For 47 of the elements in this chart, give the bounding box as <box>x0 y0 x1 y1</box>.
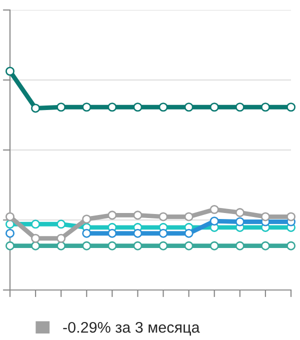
point <box>82 214 92 224</box>
point <box>260 102 270 112</box>
point <box>56 234 66 243</box>
point <box>286 102 296 112</box>
point <box>286 212 296 222</box>
point <box>31 104 40 113</box>
legend-label: -0.29% за 3 месяца <box>63 322 200 336</box>
point <box>108 102 117 112</box>
point <box>235 241 244 250</box>
point <box>260 212 270 222</box>
point <box>5 66 15 76</box>
point <box>235 217 244 226</box>
point <box>184 228 194 238</box>
point <box>235 102 244 112</box>
point <box>108 210 117 220</box>
point <box>210 216 219 226</box>
point <box>5 241 15 250</box>
point <box>56 220 66 229</box>
point <box>158 102 168 112</box>
point <box>82 241 92 250</box>
point <box>260 241 270 250</box>
point <box>210 204 219 214</box>
point <box>235 208 244 218</box>
point <box>210 102 219 112</box>
point <box>158 241 168 250</box>
point <box>286 241 296 250</box>
point <box>56 241 66 250</box>
point <box>56 102 66 112</box>
point <box>158 212 168 222</box>
point <box>133 102 142 112</box>
point <box>31 220 40 229</box>
point <box>5 228 15 238</box>
point <box>133 241 142 250</box>
point <box>133 210 142 220</box>
point <box>108 241 117 250</box>
point <box>133 228 142 238</box>
point <box>82 102 92 112</box>
point <box>108 228 117 238</box>
point <box>184 241 194 250</box>
point <box>31 234 40 243</box>
point <box>210 241 219 250</box>
point <box>5 212 15 222</box>
point <box>158 228 168 238</box>
point <box>184 102 194 112</box>
point <box>31 241 40 250</box>
point <box>82 228 92 238</box>
point <box>184 212 194 222</box>
